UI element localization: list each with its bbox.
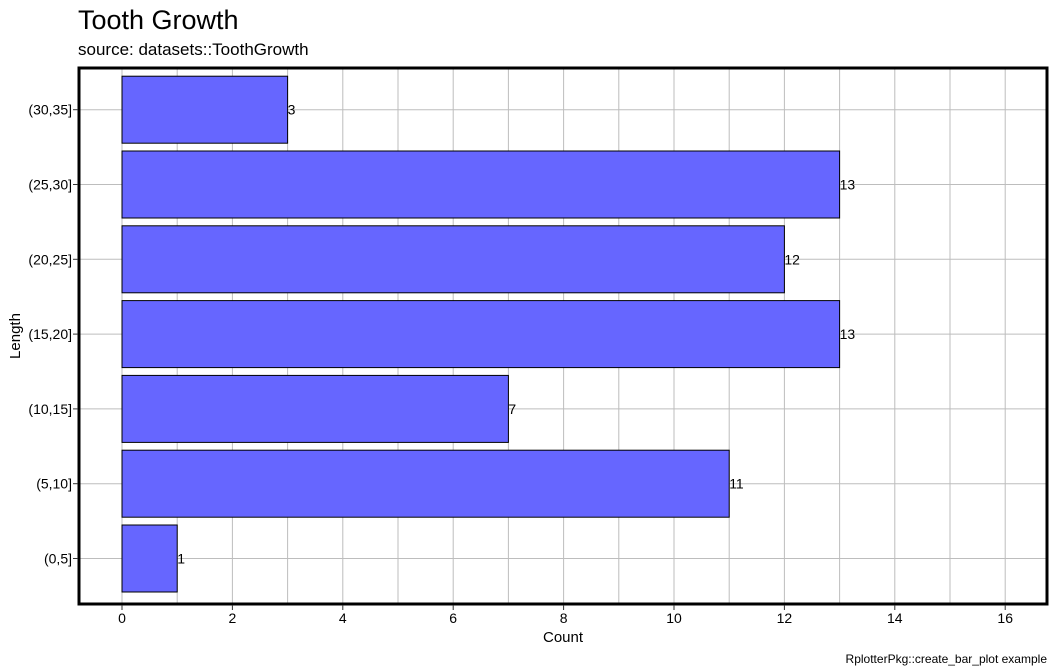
y-tick-label: (25,30] [28, 177, 72, 193]
x-tick-label: 8 [560, 610, 568, 626]
y-tick-label: (15,20] [28, 326, 72, 342]
caption: RplotterPkg::create_bar_plot example [846, 652, 1048, 666]
x-tick-label: 0 [118, 610, 126, 626]
x-tick-label: 2 [229, 610, 237, 626]
bar-value-label: 12 [784, 251, 800, 267]
bar [121, 75, 289, 144]
bar-value-label: 3 [288, 102, 296, 118]
bar-value-label: 7 [508, 401, 516, 417]
bars [121, 75, 841, 593]
y-tick-label: (20,25] [28, 251, 72, 267]
bar [121, 150, 841, 219]
chart-title: Tooth Growth [78, 5, 239, 35]
y-tick-label: (5,10] [36, 476, 72, 492]
chart-subtitle: source: datasets::ToothGrowth [78, 40, 309, 59]
bar [121, 300, 841, 369]
bar [121, 225, 785, 294]
x-tick-label: 10 [666, 610, 682, 626]
bar-value-label: 11 [729, 476, 744, 492]
bar-value-label: 1 [177, 551, 185, 567]
y-axis-ticks: (0,5] (5,10] (10,15] (15,20] (20,25] (25,30] (… [28, 102, 78, 567]
bar [121, 449, 730, 518]
x-tick-label: 6 [449, 610, 457, 626]
x-tick-label: 16 [997, 610, 1013, 626]
x-tick-label: 4 [339, 610, 347, 626]
bar-value-label: 13 [840, 326, 856, 342]
y-tick-label: (0,5] [44, 551, 72, 567]
x-tick-label: 14 [887, 610, 903, 626]
y-axis-title: Length [7, 313, 24, 359]
bar [121, 374, 509, 443]
x-axis-title: Count [543, 629, 584, 646]
y-tick-label: (30,35] [28, 102, 72, 118]
bar [121, 524, 178, 593]
x-tick-label: 12 [777, 610, 793, 626]
plot-frame [77, 66, 1049, 606]
bar-value-label: 13 [840, 177, 856, 193]
y-tick-label: (10,15] [28, 401, 72, 417]
x-axis-ticks: 0 2 4 6 8 10 12 14 16 [118, 605, 1013, 626]
